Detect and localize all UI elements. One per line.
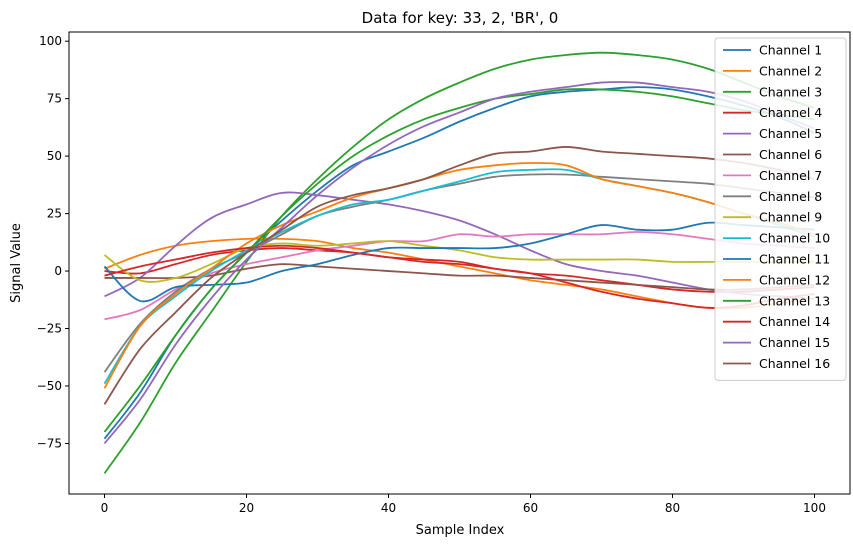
series-line-channel-15 (103, 81, 815, 444)
legend-label-channel-14: Channel 14 (759, 314, 830, 329)
x-tick-label: 100 (803, 501, 826, 515)
x-axis-label: Sample Index (416, 523, 505, 538)
x-axis: 0 20 40 60 80 100 (101, 494, 826, 515)
y-tick-label: 50 (47, 149, 62, 163)
plot-frame (68, 31, 851, 495)
series-line-channel-12 (103, 162, 815, 389)
legend-label-channel-7: Channel 7 (759, 168, 822, 183)
x-tick-label: 60 (523, 501, 538, 515)
legend-label-channel-13: Channel 13 (759, 293, 830, 308)
series-line-channel-13 (103, 88, 815, 433)
x-tick-label: 20 (239, 501, 254, 515)
chart-title: Data for key: 33, 2, 'BR', 0 (362, 9, 559, 27)
y-tick-label: −50 (37, 379, 62, 393)
y-axis: −75 −50 −25 0 25 50 75 100 (37, 34, 69, 450)
legend-label-channel-4: Channel 4 (759, 105, 822, 120)
legend-label-channel-5: Channel 5 (759, 126, 822, 141)
series-line-channel-9 (103, 240, 815, 283)
y-axis-label: Signal Value (9, 223, 24, 303)
series-line-channel-3 (103, 51, 815, 474)
legend-label-channel-12: Channel 12 (759, 272, 830, 287)
legend: Channel 1 Channel 2 Channel 3 Channel 4 Chan… (714, 37, 847, 381)
y-tick-label: −75 (37, 436, 62, 450)
legend-label-channel-16: Channel 16 (759, 356, 830, 371)
legend-label-channel-6: Channel 6 (759, 147, 822, 162)
legend-label-channel-9: Channel 9 (759, 210, 822, 225)
legend-label-channel-1: Channel 1 (759, 43, 822, 58)
series-line-channel-6 (104, 263, 815, 291)
y-tick-label: 75 (47, 92, 62, 106)
series-line-channel-11 (103, 221, 815, 303)
legend-label-channel-10: Channel 10 (759, 231, 830, 246)
legend-label-channel-11: Channel 11 (759, 252, 830, 267)
x-tick-label: 80 (665, 501, 680, 515)
series-line-channel-16 (103, 146, 815, 405)
series-line-channel-14 (104, 244, 815, 309)
legend-label-channel-3: Channel 3 (759, 84, 822, 99)
y-tick-label: 0 (54, 264, 62, 278)
series-line-channel-5 (104, 191, 815, 300)
x-tick-label: 40 (381, 501, 396, 515)
series-line-channel-4 (104, 247, 815, 293)
legend-box (714, 37, 847, 381)
y-tick-label: 100 (39, 34, 62, 48)
legend-label-channel-8: Channel 8 (759, 189, 822, 204)
x-tick-label: 0 (101, 501, 109, 515)
plot-lines (103, 51, 815, 474)
legend-label-channel-15: Channel 15 (759, 335, 830, 350)
y-tick-label: −25 (37, 322, 62, 336)
y-tick-label: 25 (47, 207, 62, 221)
legend-label-channel-2: Channel 2 (759, 63, 822, 78)
